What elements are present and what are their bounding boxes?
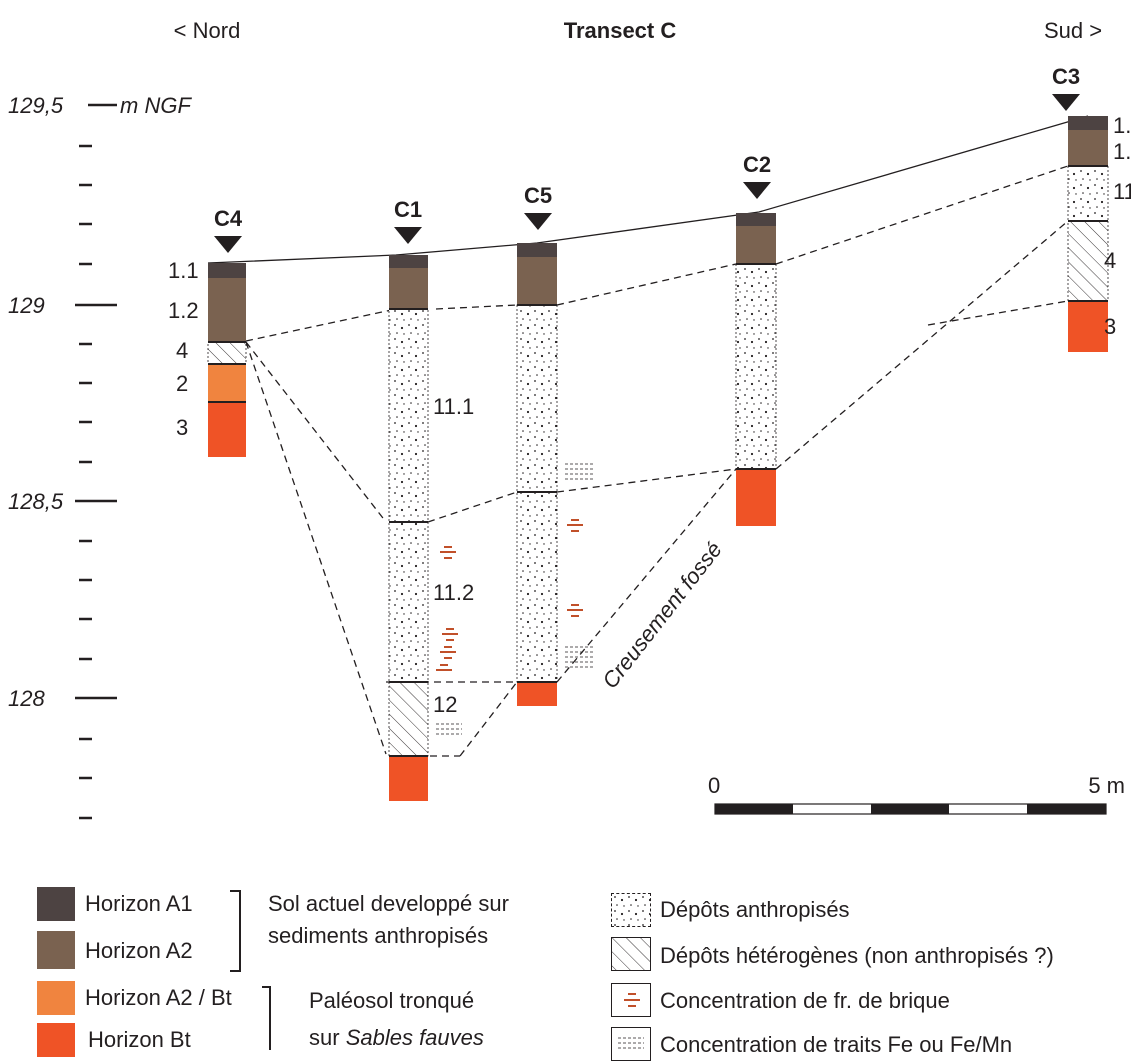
core-label-c2: C2 — [743, 152, 771, 177]
header-left: < Nord — [174, 18, 241, 43]
axis-label-129-5: 129,5 — [8, 93, 64, 118]
swatch-horizon-a2 — [37, 931, 75, 969]
core-c3: C3 1.1 1.2 11.1 4 3 — [1052, 64, 1131, 352]
core-c4: C4 1.1 1.2 4 2 3 — [168, 206, 247, 457]
core-label-c1: C1 — [394, 197, 422, 222]
legend-horizon-a1: Horizon A1 — [85, 891, 193, 916]
fe-mn-icon — [611, 1027, 651, 1061]
c4-layer-1-1: 1.1 — [168, 258, 199, 283]
c4-layer-3: 3 — [176, 415, 188, 440]
c3-layer-3: 3 — [1104, 314, 1116, 339]
elevation-axis — [75, 103, 117, 820]
core-c5: C5 — [516, 183, 594, 706]
dots-icon — [611, 893, 651, 927]
c4-layer-1-2: 1.2 — [168, 298, 199, 323]
legend-group2-line1: Paléosol tronqué — [309, 988, 475, 1013]
core-c1: C1 11.1 11.2 12 — [388, 197, 474, 801]
scale-end: 5 m — [1088, 773, 1125, 798]
surface-line — [207, 115, 1089, 264]
core-marker-c2 — [743, 182, 771, 199]
legend-pattern-anthropic: Dépôts anthropisés — [660, 897, 850, 922]
legend-pattern-fe-mn: Concentration de traits Fe ou Fe/Mn — [660, 1032, 1013, 1057]
ditch-annotation: Creusement fossé — [597, 537, 727, 693]
axis-label-128: 128 — [8, 686, 45, 711]
brick-icon — [611, 983, 651, 1017]
legend-group1-line1: Sol actuel developpé sur — [268, 891, 509, 916]
core-c2: C2 — [735, 152, 777, 526]
legend-pattern-brick: Concentration de fr. de brique — [660, 988, 950, 1013]
swatch-horizon-a2-bt — [37, 981, 75, 1015]
core-marker-c4 — [214, 236, 242, 253]
axis-label-128-5: 128,5 — [8, 489, 64, 514]
legend-group2-italic: Sables fauves — [345, 1025, 484, 1050]
brick-concentration-marks — [567, 519, 583, 617]
c3-layer-11-1: 11.1 — [1113, 179, 1131, 204]
diagram-title: Transect C — [564, 18, 677, 43]
header-right: Sud > — [1044, 18, 1102, 43]
brick-concentration-marks — [436, 546, 458, 671]
c3-layer-1-1: 1.1 — [1113, 113, 1131, 138]
core-marker-c5 — [524, 213, 552, 230]
correlation-lines — [245, 165, 1069, 757]
c1-layer-11-1: 11.1 — [433, 394, 474, 419]
core-label-c3: C3 — [1052, 64, 1080, 89]
scale-bar — [714, 803, 1107, 815]
scale-start: 0 — [708, 773, 720, 798]
hatch-icon — [611, 937, 651, 971]
legend-pattern-heterogeneous: Dépôts hétérogènes (non anthropisés ?) — [660, 943, 1054, 968]
c3-layer-4: 4 — [1104, 248, 1116, 273]
c3-layer-1-2: 1.2 — [1113, 139, 1131, 164]
fe-mn-marks — [436, 723, 462, 735]
c4-layer-4: 4 — [176, 338, 188, 363]
core-marker-c3 — [1052, 94, 1080, 111]
swatch-horizon-a1 — [37, 887, 75, 921]
core-marker-c1 — [394, 227, 422, 244]
c4-layer-2: 2 — [176, 371, 188, 396]
swatch-horizon-bt — [37, 1023, 75, 1057]
legend-brackets — [230, 890, 271, 1050]
legend-group2-prefix: sur — [309, 1025, 346, 1050]
core-label-c5: C5 — [524, 183, 552, 208]
axis-label-129: 129 — [8, 293, 45, 318]
core-label-c4: C4 — [214, 206, 243, 231]
legend-horizon-a2-bt: Horizon A2 / Bt — [85, 985, 232, 1010]
c1-layer-12: 12 — [433, 692, 457, 717]
fe-mn-marks — [565, 463, 594, 668]
axis-unit: m NGF — [120, 93, 192, 118]
legend-horizon-a2: Horizon A2 — [85, 938, 193, 963]
c1-layer-11-2: 11.2 — [433, 580, 474, 605]
legend-group2-line2: sur Sables fauves — [309, 1027, 484, 1049]
legend-horizon-bt: Horizon Bt — [88, 1027, 191, 1052]
legend-group1-line2: sediments anthropisés — [268, 923, 489, 948]
